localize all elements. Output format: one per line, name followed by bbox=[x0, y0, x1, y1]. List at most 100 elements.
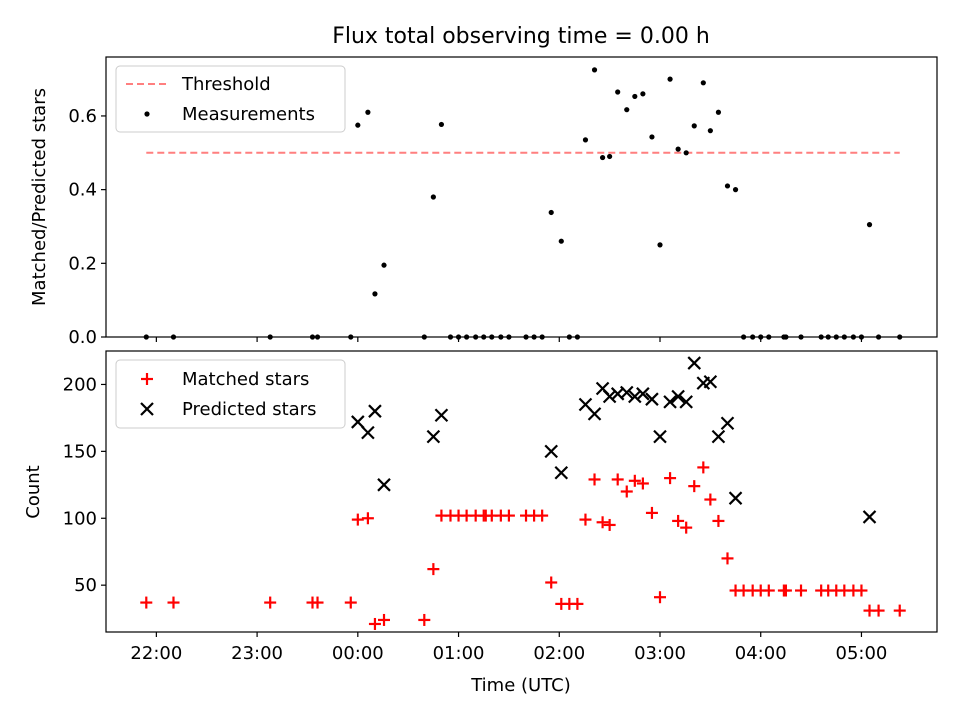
predicted-star-point-b bbox=[679, 395, 693, 409]
matched-star-point bbox=[672, 514, 685, 527]
matched-star-point bbox=[611, 473, 624, 486]
x-tick-label: 01:00 bbox=[433, 643, 485, 664]
predicted-star-point bbox=[862, 510, 877, 524]
predicted-star-point bbox=[426, 429, 441, 444]
predicted-star-point bbox=[351, 415, 365, 429]
matched-star-point bbox=[264, 596, 277, 609]
predicted-star-point bbox=[720, 416, 735, 431]
top-legend-box bbox=[115, 65, 346, 133]
predicted-star-point bbox=[728, 491, 743, 505]
predicted-star-point-b bbox=[377, 478, 391, 492]
x-tick-label: 03:00 bbox=[634, 643, 686, 664]
measurement-point bbox=[624, 107, 630, 113]
legend-predicted-marker-b bbox=[140, 402, 154, 416]
matched-star-point bbox=[596, 516, 609, 529]
matched-star-point bbox=[680, 521, 693, 534]
matched-star-point bbox=[721, 552, 734, 565]
measurement-point bbox=[632, 93, 638, 100]
predicted-star-point-b bbox=[554, 465, 569, 480]
y-tick-label: 200 bbox=[63, 374, 97, 395]
predicted-star-point-b bbox=[602, 389, 617, 404]
predicted-star-point-b bbox=[587, 407, 602, 421]
measurement-point bbox=[675, 146, 681, 152]
matched-star-point bbox=[628, 474, 641, 487]
predicted-star-point bbox=[368, 404, 382, 418]
measurement-point bbox=[438, 121, 445, 128]
predicted-star-point-b bbox=[663, 395, 677, 409]
y-tick-label: 0.2 bbox=[68, 253, 97, 274]
predicted-star-points bbox=[351, 356, 877, 524]
measurement-point bbox=[707, 128, 713, 134]
matched-star-point bbox=[779, 584, 792, 597]
measurement-point bbox=[548, 209, 554, 216]
measurement-point bbox=[691, 123, 697, 129]
legend-measurements-swatch bbox=[144, 111, 150, 117]
predicted-star-point bbox=[679, 395, 693, 409]
legend-matched-marker bbox=[141, 373, 153, 385]
legend-threshold-label: Threshold bbox=[181, 74, 271, 95]
matched-star-point bbox=[545, 576, 558, 589]
matched-star-point bbox=[893, 604, 906, 617]
predicted-star-point-b bbox=[619, 385, 634, 400]
legend-measurements-label: Measurements bbox=[182, 104, 315, 125]
measurement-point bbox=[607, 153, 613, 160]
matched-star-point bbox=[502, 509, 515, 522]
legend-predicted-swatch bbox=[140, 402, 154, 416]
predicted-star-point-b bbox=[595, 381, 610, 396]
measurement-point bbox=[732, 187, 739, 193]
predicted-star-point-b bbox=[578, 397, 593, 412]
predicted-star-point bbox=[628, 389, 642, 404]
y-tick-label: 0.6 bbox=[68, 106, 97, 127]
matched-star-point bbox=[418, 613, 431, 626]
matched-star-point bbox=[645, 506, 658, 519]
matched-star-point bbox=[368, 617, 381, 630]
predicted-star-point bbox=[653, 429, 667, 444]
top-x-ticks bbox=[155, 337, 863, 342]
predicted-star-point bbox=[554, 465, 569, 480]
matched-star-point bbox=[378, 613, 391, 626]
predicted-star-point-b bbox=[687, 356, 702, 370]
matched-star-point bbox=[167, 596, 180, 609]
predicted-star-point-b bbox=[862, 510, 877, 524]
measurement-point bbox=[866, 222, 873, 228]
bottom-panel: 50 100 150 200 22:00 23:00 00:00 01:00 02:00 03:… bbox=[23, 350, 938, 696]
predicted-star-point bbox=[663, 395, 677, 409]
predicted-star-point-b bbox=[645, 392, 659, 406]
top-y-axis-label: Matched/Predicted stars bbox=[29, 88, 50, 306]
legend-matched-swatch bbox=[141, 373, 153, 385]
measurement-point bbox=[599, 154, 606, 161]
predicted-star-point-b bbox=[728, 491, 743, 505]
predicted-star-point-b bbox=[610, 387, 625, 401]
measurement-point bbox=[667, 76, 673, 82]
matched-star-point bbox=[704, 493, 717, 506]
predicted-star-point bbox=[711, 429, 726, 444]
top-axes-frame bbox=[105, 56, 938, 338]
matched-star-point bbox=[351, 513, 364, 526]
measurement-point bbox=[724, 183, 731, 189]
predicted-star-point-b bbox=[544, 444, 558, 459]
matched-star-point bbox=[579, 513, 592, 526]
matched-star-point bbox=[712, 514, 725, 527]
matched-star-point bbox=[636, 477, 649, 490]
top-y-ticks: 0.0 0.2 0.4 0.6 bbox=[68, 106, 106, 348]
measurement-point bbox=[430, 194, 436, 200]
measurement-point bbox=[700, 80, 706, 86]
x-tick-label: 00:00 bbox=[332, 643, 384, 664]
measurement-point bbox=[715, 109, 722, 115]
top-panel: 0.0 0.2 0.4 0.6 Matched/Predicted stars Thr… bbox=[29, 56, 938, 348]
matched-star-point bbox=[140, 596, 153, 609]
matched-star-point bbox=[872, 604, 885, 617]
bottom-x-ticks: 22:00 23:00 00:00 01:00 02:00 03:00 04:00 05:00 bbox=[130, 632, 887, 664]
predicted-star-point-b bbox=[703, 374, 718, 389]
legend-predicted-label: Predicted stars bbox=[182, 399, 316, 420]
predicted-star-point-b bbox=[636, 387, 650, 401]
measurement-point bbox=[640, 91, 646, 97]
y-tick-label: 0.4 bbox=[68, 180, 97, 201]
predicted-star-point bbox=[636, 387, 650, 401]
predicted-star-point-b bbox=[351, 415, 365, 429]
x-tick-label: 05:00 bbox=[836, 643, 888, 664]
x-tick-label: 02:00 bbox=[533, 643, 585, 664]
measurement-point bbox=[683, 150, 689, 156]
measurement-point bbox=[372, 291, 378, 297]
